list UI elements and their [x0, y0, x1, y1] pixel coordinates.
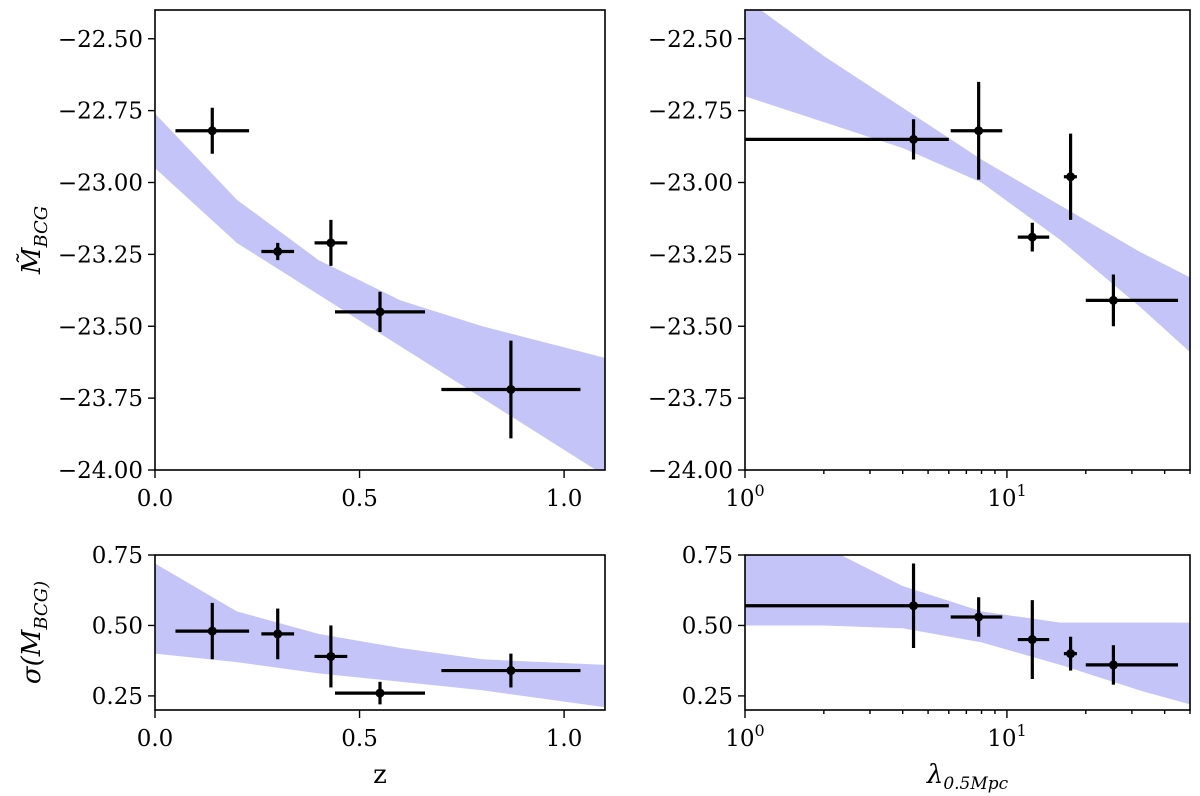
point-marker	[207, 626, 217, 636]
x-tick-label: 0.5	[341, 726, 378, 752]
y-tick-label: −23.25	[58, 242, 143, 268]
point-marker	[375, 688, 385, 698]
data-point	[1085, 645, 1179, 685]
y-axis-label: σ(MBCG)	[17, 581, 52, 684]
data-point	[314, 219, 348, 266]
y-tick-label: −22.75	[648, 99, 733, 125]
data-point	[314, 625, 348, 688]
data-point	[950, 81, 1003, 180]
data-point	[745, 563, 949, 648]
y-tick-label: −22.50	[58, 27, 143, 53]
axes-frame	[154, 554, 606, 711]
y-tick-label: 0.25	[92, 684, 143, 710]
y-tick-label: −22.75	[58, 99, 143, 125]
y-tick-label: −24.00	[648, 458, 733, 484]
point-marker	[974, 126, 984, 136]
point-marker	[273, 629, 283, 639]
y-tick-label: −23.25	[648, 242, 733, 268]
data-point	[441, 340, 581, 439]
data-point	[1063, 133, 1077, 220]
x-axis-label: z	[373, 760, 387, 790]
point-marker	[506, 385, 516, 394]
x-tick-label: 0.0	[137, 726, 174, 752]
axes-frame	[154, 9, 606, 471]
data-point	[441, 653, 581, 688]
y-tick-label: 0.50	[682, 613, 733, 639]
panel-top-right: −22.50 −22.75 −23.00 −23.25 −23.50 −23.75 −24.…	[648, 9, 1191, 512]
point-marker	[1108, 660, 1118, 670]
point-marker	[1027, 232, 1037, 242]
y-tick-label: 0.75	[92, 543, 143, 569]
data-point	[175, 107, 250, 154]
point-marker	[1027, 635, 1037, 645]
y-tick-label: −22.50	[648, 27, 733, 53]
data-point	[261, 242, 295, 261]
data-point	[175, 602, 250, 660]
y-tick-label: 0.75	[682, 543, 733, 569]
data-point	[335, 681, 425, 705]
point-marker	[506, 666, 516, 676]
point-marker	[909, 601, 919, 611]
data-point	[950, 597, 1003, 637]
y-axis-label: M̃BCG	[16, 206, 52, 275]
y-tick-label: 0.50	[92, 613, 143, 639]
x-tick-label: 101	[987, 721, 1026, 752]
point-marker	[273, 247, 283, 256]
point-marker	[1066, 649, 1076, 659]
axes-frame	[744, 554, 1191, 711]
confidence-band	[745, 555, 1190, 705]
y-tick-label: −23.75	[58, 386, 143, 412]
point-marker	[1066, 172, 1076, 182]
x-tick-label: 100	[725, 481, 764, 512]
y-tick-label: −23.50	[58, 314, 143, 340]
data-point	[1085, 274, 1179, 327]
y-tick-label: −23.00	[58, 171, 143, 197]
point-marker	[326, 238, 336, 248]
y-tick-label: −23.75	[648, 386, 733, 412]
y-tick-label: −23.00	[648, 171, 733, 197]
data-point	[1063, 636, 1077, 671]
x-tick-label: 1.0	[546, 486, 583, 512]
point-marker	[974, 612, 984, 622]
data-point	[1017, 222, 1050, 252]
point-marker	[909, 134, 919, 144]
data-point	[335, 291, 425, 332]
point-marker	[207, 126, 217, 136]
x-tick-label: 100	[725, 721, 764, 752]
x-tick-label: 101	[987, 481, 1026, 512]
x-tick-label: 1.0	[546, 726, 583, 752]
axes-frame	[744, 9, 1191, 471]
panel-top-left: −22.50 −22.75 −23.00 −23.25 −23.50 −23.75 −24.…	[16, 9, 606, 512]
x-axis-label: λ0.5Mpc	[926, 760, 1009, 794]
x-tick-label: 0.5	[341, 486, 378, 512]
point-marker	[326, 651, 336, 661]
point-marker	[375, 307, 385, 317]
data-point	[745, 119, 949, 160]
confidence-band	[745, 10, 1190, 353]
y-tick-label: −24.00	[58, 458, 143, 484]
data-point	[261, 608, 295, 660]
point-marker	[1108, 295, 1118, 305]
y-tick-label: 0.25	[682, 684, 733, 710]
x-tick-label: 0.0	[137, 486, 174, 512]
panel-bottom-right: 0.25 0.50 0.75 100 101 λ0.5Mpc	[682, 543, 1191, 794]
y-tick-label: −23.50	[648, 314, 733, 340]
data-point	[1017, 600, 1050, 679]
panel-bottom-left: 0.25 0.50 0.75 0.0 0.5 1.0 σ(MBCG) z	[17, 543, 606, 790]
